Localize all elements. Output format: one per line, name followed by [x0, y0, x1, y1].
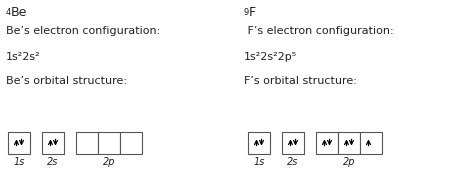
Text: F: F: [249, 6, 256, 19]
Text: 2s: 2s: [287, 157, 299, 167]
Bar: [360, 132, 382, 154]
Bar: [282, 132, 304, 154]
Text: 4: 4: [6, 8, 11, 17]
Text: 9: 9: [244, 8, 249, 17]
Text: 1s²2s²: 1s²2s²: [6, 52, 41, 62]
Bar: [338, 132, 360, 154]
Text: Be’s orbital structure:: Be’s orbital structure:: [6, 76, 127, 86]
Bar: [120, 132, 142, 154]
Text: F’s electron configuration:: F’s electron configuration:: [244, 26, 393, 36]
Text: 2s: 2s: [47, 157, 59, 167]
Text: 1s²2s²2p⁵: 1s²2s²2p⁵: [244, 52, 297, 62]
Bar: [98, 132, 120, 154]
Bar: [248, 132, 270, 154]
Bar: [316, 132, 338, 154]
Text: Be: Be: [11, 6, 27, 19]
Text: F’s orbital structure:: F’s orbital structure:: [244, 76, 357, 86]
Text: 2p: 2p: [103, 157, 115, 167]
Bar: [8, 132, 30, 154]
Text: 1s: 1s: [13, 157, 25, 167]
Bar: [76, 132, 98, 154]
Text: 1s: 1s: [253, 157, 264, 167]
Text: Be’s electron configuration:: Be’s electron configuration:: [6, 26, 160, 36]
Text: 2p: 2p: [343, 157, 355, 167]
Bar: [42, 132, 64, 154]
